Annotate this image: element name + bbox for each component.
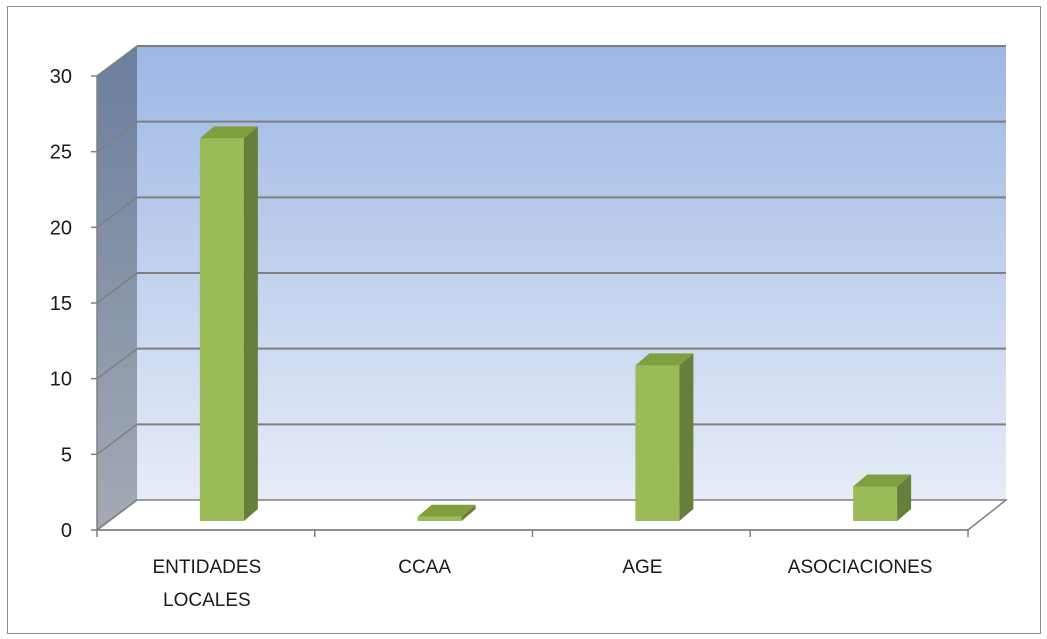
gridlines [96,45,1006,531]
bar-side [679,353,694,521]
bar-front [417,516,462,521]
bar [853,474,912,521]
y-tick-label: 0 [61,520,72,542]
y-axis-tick-labels: 0 5 10 15 20 25 30 [50,66,72,542]
y-tick-label: 10 [50,369,72,391]
gridline-side [96,499,138,531]
gridline-side [96,272,138,304]
y-tick-label: 20 [50,217,72,239]
chart-frame [7,6,1041,634]
axes [91,75,969,537]
bar [417,504,476,521]
gridline-side [96,196,138,228]
bar-top [635,353,694,366]
gridline-side [96,121,138,153]
bar-front [199,138,244,521]
y-tick-label: 30 [50,66,72,88]
x-axis-category-labels: ENTIDADES LOCALES CCAA AGE ASOCIACIONES [153,557,933,611]
bar-top [199,126,258,139]
x-category-label: LOCALES [163,590,251,611]
y-tick-label: 5 [61,444,72,466]
gridline-side [96,45,138,77]
gridline-side [96,348,138,380]
bar-front [853,486,898,521]
bar-top [417,504,476,517]
bar-side [461,504,476,521]
bars [199,126,912,522]
bar-side [243,126,258,522]
x-category-label: ASOCIACIONES [788,557,933,578]
x-category-label: AGE [622,557,662,578]
bar [635,353,694,521]
x-category-label: CCAA [398,557,451,578]
x-category-label: ENTIDADES [153,557,262,578]
gridline-side [96,423,138,455]
y-tick-label: 15 [50,293,72,315]
bar-top [853,474,912,487]
bar-side [897,474,912,521]
bar-front [635,365,680,521]
bar [199,126,258,522]
y-tick-label: 25 [50,142,72,164]
